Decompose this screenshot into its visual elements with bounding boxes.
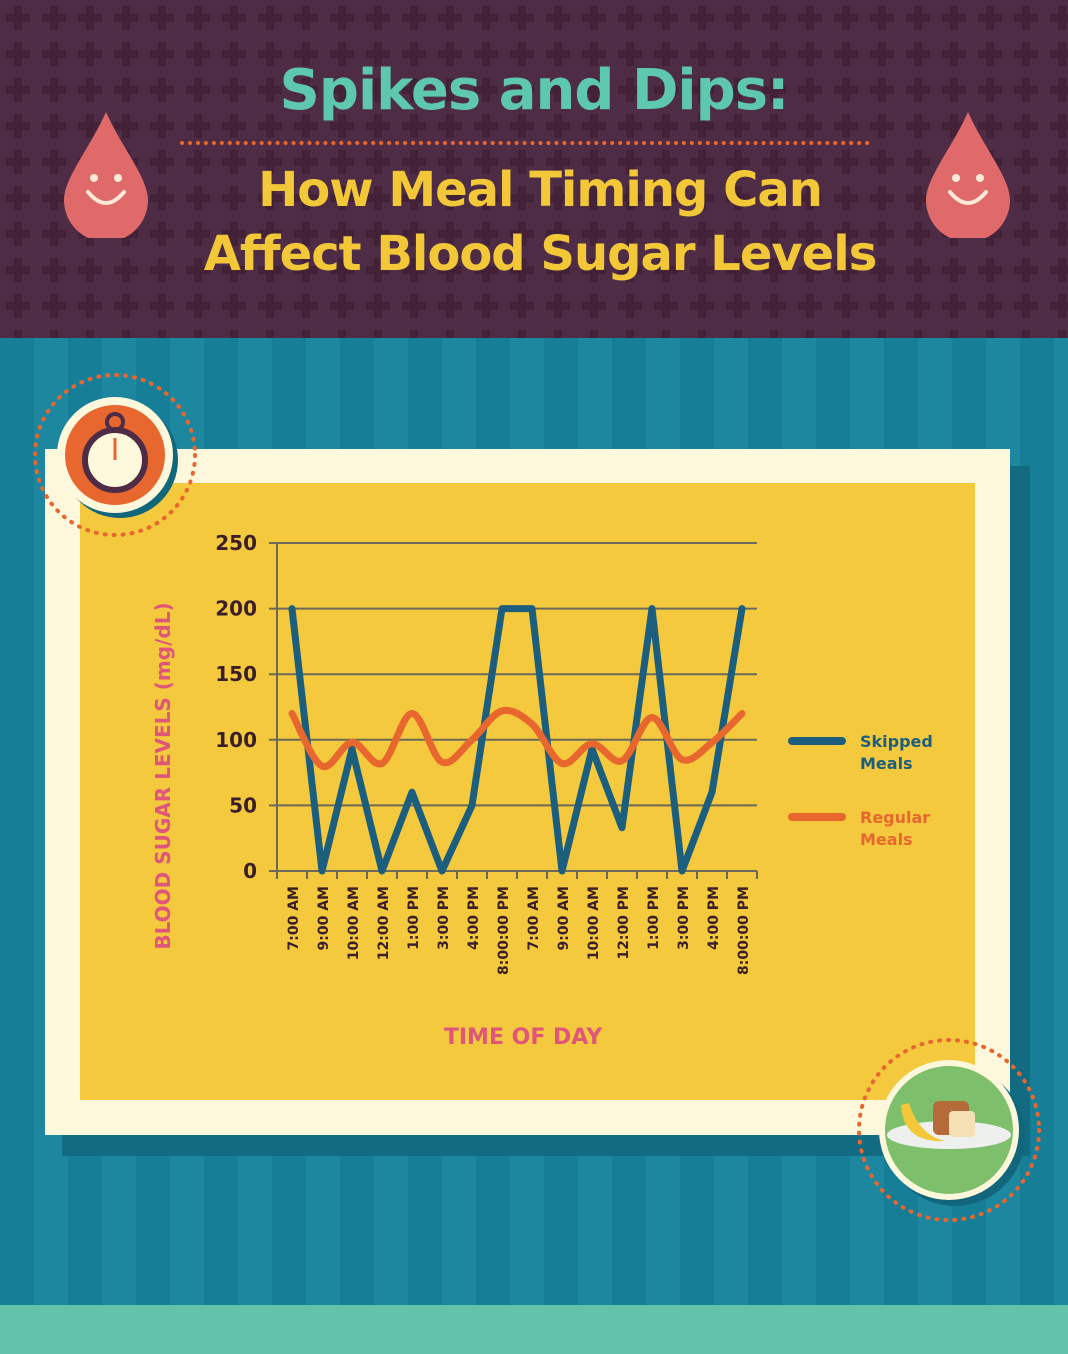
x-tick-label: 9:00 AM xyxy=(316,886,332,950)
x-tick-label: 7:00 AM xyxy=(526,886,542,950)
x-tick-labels: 7:00 AM 9:00 AM 10:00 AM 12:00 AM 1:00 PM 3:0… xyxy=(286,886,752,975)
x-tick-label: 8:00:00 PM xyxy=(496,886,512,975)
x-tick-label: 1:00 PM xyxy=(646,886,662,950)
chart-background xyxy=(80,483,975,1100)
x-tick-label: 4:00 PM xyxy=(706,886,722,950)
x-tick-label: 10:00 AM xyxy=(346,886,362,960)
y-tick-label: 0 xyxy=(243,859,257,883)
subtitle-line-1: How Meal Timing Can xyxy=(258,162,823,218)
x-tick-label: 10:00 AM xyxy=(586,886,602,960)
legend-label: Regular xyxy=(860,808,930,827)
page-subtitle: How Meal Timing Can Affect Blood Sugar L… xyxy=(0,158,1068,286)
x-tick-label: 9:00 AM xyxy=(556,886,572,950)
legend-label: Meals xyxy=(860,830,913,849)
y-tick-label: 200 xyxy=(215,597,257,621)
header-banner: Spikes and Dips: How Meal Timing Can Aff… xyxy=(0,0,1068,338)
y-tick-label: 50 xyxy=(229,793,257,817)
series-line-regular-meals xyxy=(288,706,746,770)
x-tick-label: 8:00:00 PM xyxy=(736,886,752,975)
blood-drop-smiley-icon xyxy=(64,112,148,238)
legend-label: Skipped xyxy=(860,732,933,751)
x-tick-label: 3:00 PM xyxy=(676,886,692,950)
blood-drop-smiley-icon xyxy=(926,112,1010,238)
cross-pattern xyxy=(0,0,1068,338)
page-title: Spikes and Dips: xyxy=(279,58,790,123)
legend: Skipped Meals Regular Meals xyxy=(788,732,933,849)
y-tick-label: 100 xyxy=(215,728,257,752)
footer-band xyxy=(0,1305,1068,1354)
series-lines xyxy=(288,605,746,875)
x-axis-label: TIME OF DAY xyxy=(444,1025,603,1050)
y-tick-label: 250 xyxy=(215,531,257,555)
stopwatch-icon xyxy=(33,373,197,537)
meal-plate-icon xyxy=(857,1038,1041,1222)
legend-label: Meals xyxy=(860,754,913,773)
x-tick-label: 4:00 PM xyxy=(466,886,482,950)
x-tick-label: 3:00 PM xyxy=(436,886,452,950)
x-tick-label: 1:00 PM xyxy=(406,886,422,950)
dotted-divider xyxy=(180,141,870,145)
subtitle-line-2: Affect Blood Sugar Levels xyxy=(203,226,878,282)
x-tick-label: 12:00 PM xyxy=(616,886,632,960)
x-tick-label: 12:00 AM xyxy=(376,886,392,960)
x-tick-label: 7:00 AM xyxy=(286,886,302,950)
y-tick-label: 150 xyxy=(215,662,257,686)
y-tick-labels: 0 50 100 150 200 250 xyxy=(215,531,257,883)
y-axis-label: BLOOD SUGAR LEVELS (mg/dL) xyxy=(151,602,175,949)
